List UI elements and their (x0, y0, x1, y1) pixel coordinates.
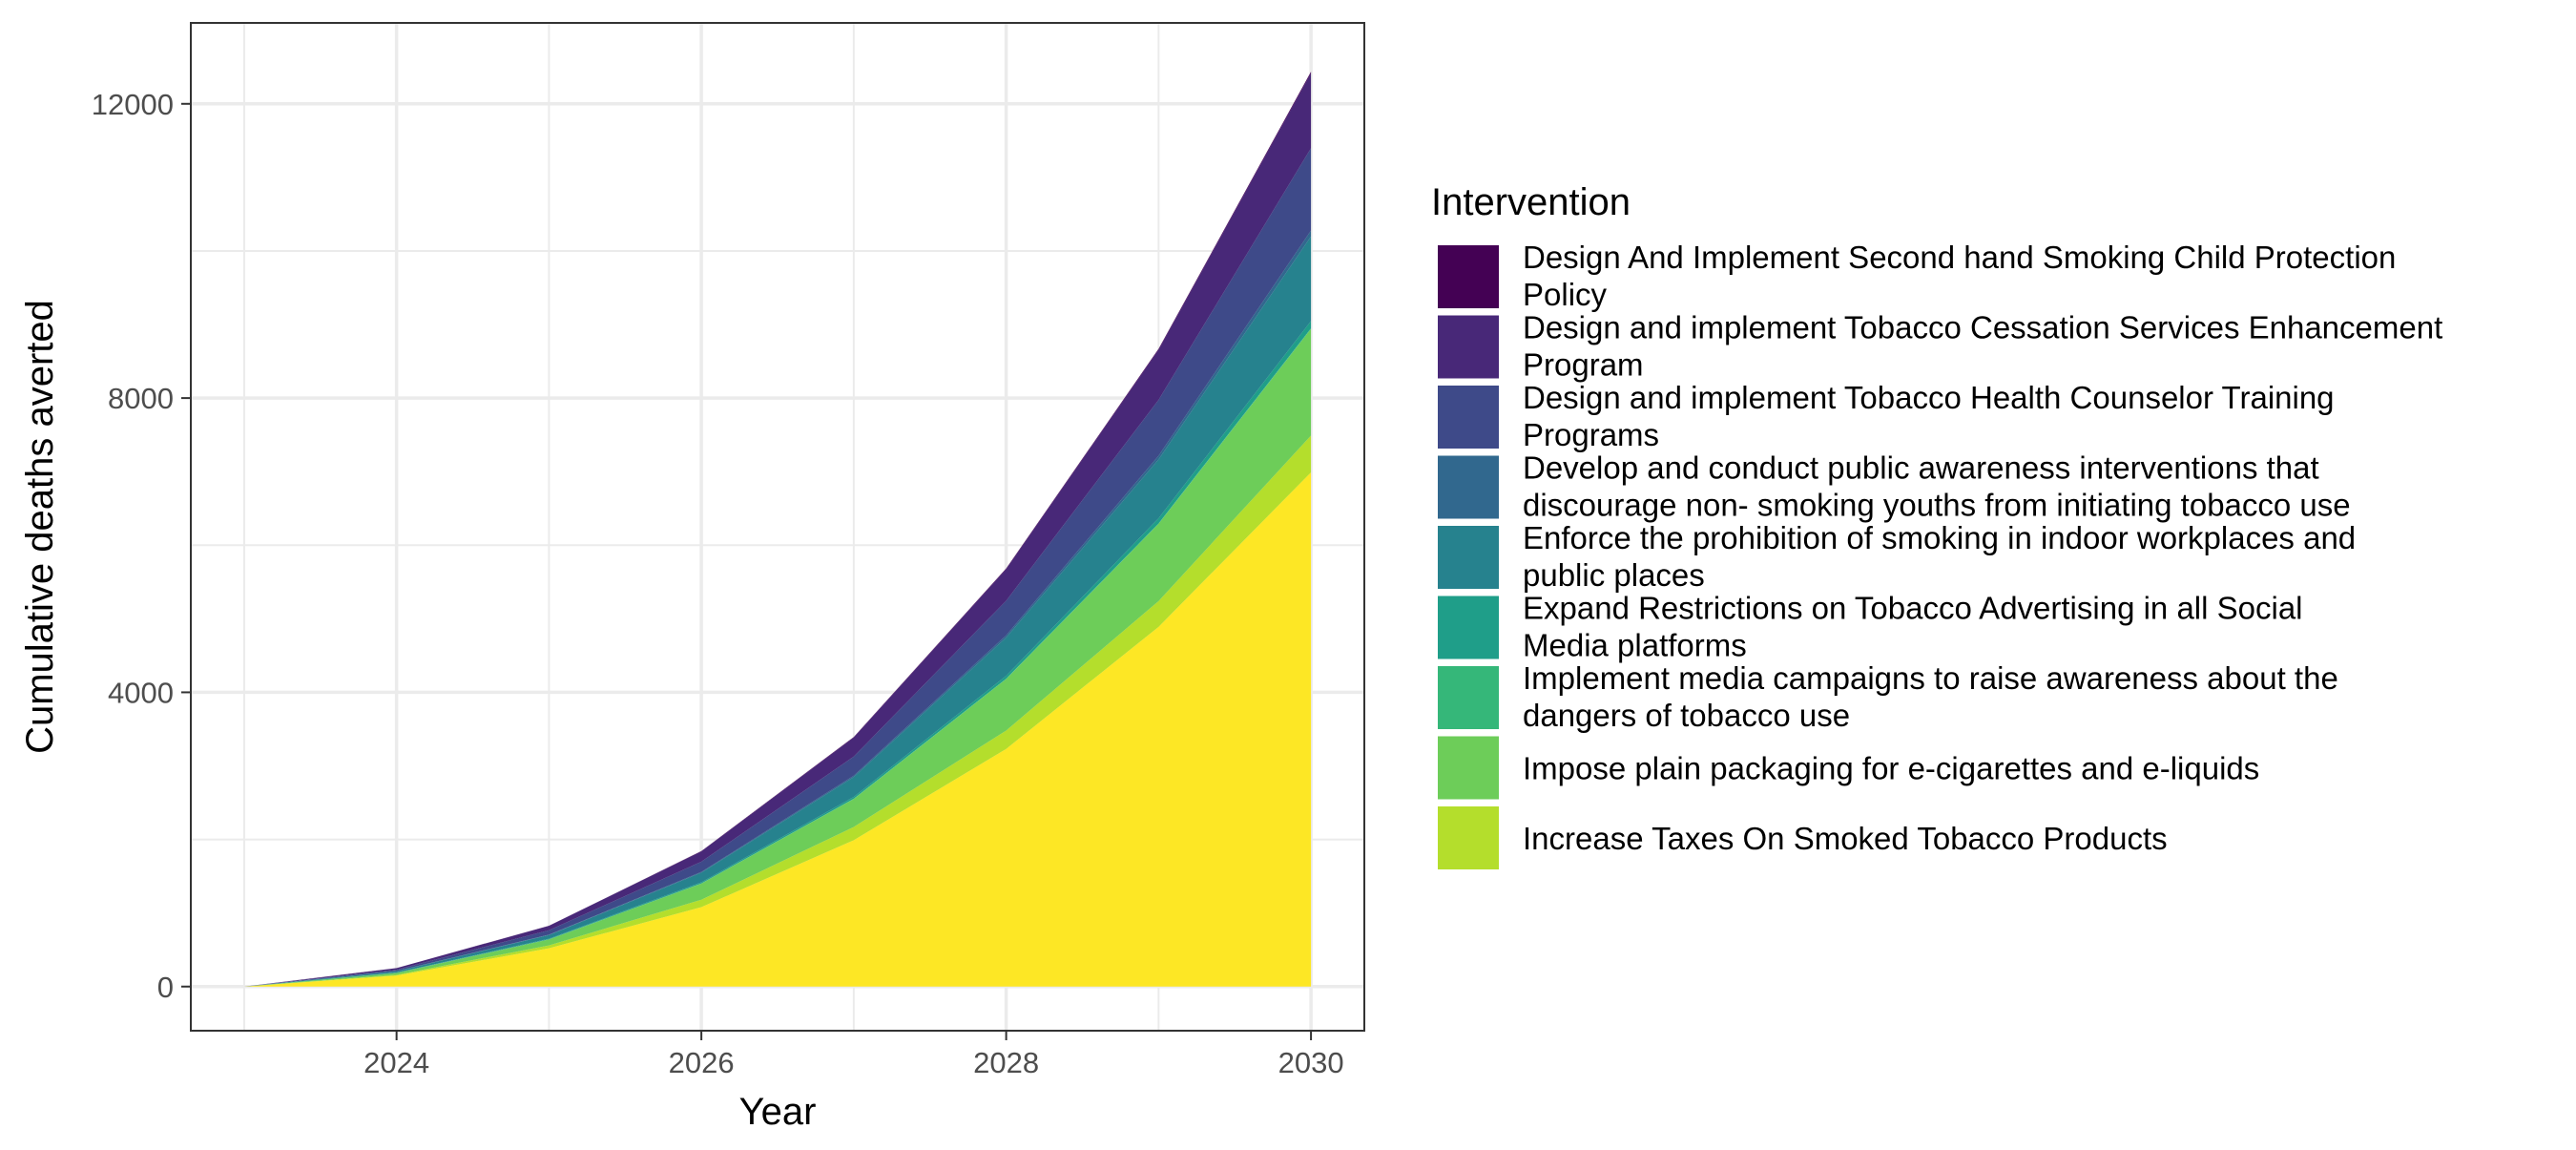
legend-item: Design And Implement Second hand Smoking… (1436, 240, 2396, 312)
x-tick-label: 2026 (669, 1046, 735, 1079)
legend-item: Implement media campaigns to raise aware… (1436, 660, 2338, 733)
area-impose-plain-packaging-for-e-cigarettes-and-e-li (243, 328, 1312, 987)
legend-label: Design and implement Tobacco Cessation S… (1523, 310, 2442, 345)
legend-label: discourage non- smoking youths from init… (1523, 488, 2351, 523)
legend-swatch (1436, 664, 1501, 731)
legend-label: Impose plain packaging for e-cigarettes … (1523, 751, 2259, 786)
legend-swatch (1436, 805, 1501, 871)
legend-swatch (1436, 453, 1501, 521)
legend-label: Enforce the prohibition of smoking in in… (1523, 520, 2356, 555)
legend-label: Expand Restrictions on Tobacco Advertisi… (1523, 591, 2303, 626)
area-design-and-implement-tobacco-cessation-services- (243, 73, 1312, 987)
y-tick-label: 4000 (108, 676, 174, 709)
legend-swatch (1436, 384, 1501, 450)
legend-item: Impose plain packaging for e-cigarettes … (1436, 734, 2259, 802)
area-increase-taxes-on-smoked-tobacco-products-base (243, 471, 1312, 987)
x-tick-label: 2024 (364, 1046, 429, 1079)
legend-label: Programs (1523, 417, 1659, 452)
legend-item: Increase Taxes On Smoked Tobacco Product… (1436, 805, 2168, 871)
legend-label: Program (1523, 347, 1644, 383)
y-tick-label: 0 (157, 971, 174, 1004)
legend-swatch (1436, 734, 1501, 802)
legend-item: Design and implement Tobacco Cessation S… (1436, 310, 2442, 383)
legend-label: Media platforms (1523, 628, 1747, 663)
legend-label: Develop and conduct public awareness int… (1523, 450, 2319, 486)
x-axis-title: Year (739, 1091, 817, 1133)
y-tick-label: 12000 (92, 88, 174, 121)
legend: Intervention Design And Implement Second… (1431, 181, 2442, 871)
x-tick-label: 2030 (1278, 1046, 1344, 1079)
area-enforce-the-prohibition-of-smoking-in-indoor-wor (243, 236, 1312, 987)
legend-title: Intervention (1431, 181, 1631, 223)
y-axis-title: Cumulative deaths averted (19, 300, 61, 754)
legend-label: Increase Taxes On Smoked Tobacco Product… (1523, 821, 2168, 856)
legend-label: dangers of tobacco use (1523, 698, 1850, 733)
legend-item: Develop and conduct public awareness int… (1436, 450, 2351, 523)
panel-border (190, 22, 1365, 1032)
legend-swatch (1436, 524, 1501, 591)
legend-label: public places (1523, 557, 1705, 593)
legend-swatch (1436, 243, 1501, 310)
area-series (243, 72, 1312, 987)
legend-swatch (1436, 594, 1501, 661)
legend-label: Design and implement Tobacco Health Coun… (1523, 380, 2335, 415)
x-tick-label: 2028 (973, 1046, 1039, 1079)
legend-item: Enforce the prohibition of smoking in in… (1436, 520, 2356, 593)
legend-item: Expand Restrictions on Tobacco Advertisi… (1436, 591, 2303, 663)
legend-swatch (1436, 313, 1501, 381)
legend-item: Design and implement Tobacco Health Coun… (1436, 380, 2335, 452)
axes: 2024 2026 2028 2030 0 4000 8000 12000 (92, 88, 1344, 1079)
y-tick-label: 8000 (108, 382, 174, 415)
legend-label: Policy (1523, 277, 1608, 312)
legend-label: Implement media campaigns to raise aware… (1523, 660, 2338, 696)
legend-label: Design And Implement Second hand Smoking… (1523, 240, 2396, 275)
area-design-and-implement-tobacco-health-counselor-tr (243, 148, 1312, 987)
